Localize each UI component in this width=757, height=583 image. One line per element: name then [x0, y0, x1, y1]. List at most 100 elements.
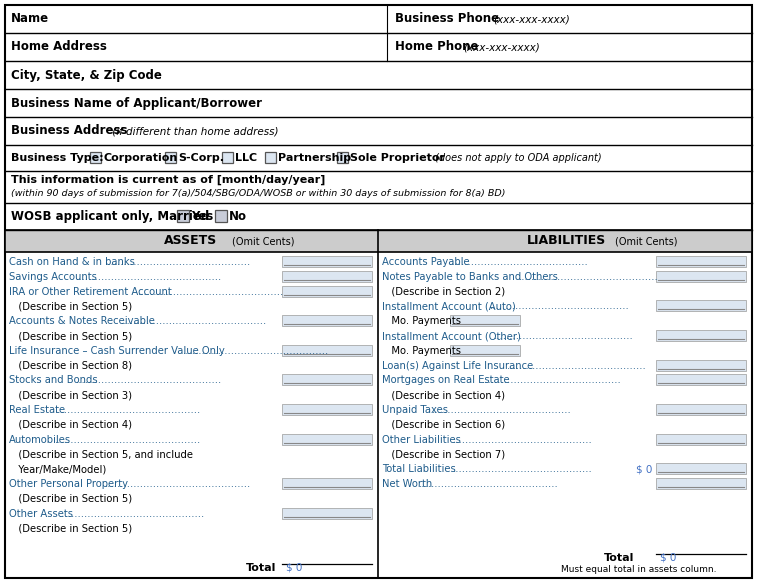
Text: ...........................................: ........................................… — [431, 405, 572, 415]
Text: Partnership: Partnership — [278, 153, 351, 163]
Bar — [165, 152, 176, 163]
Text: .............................................: ........................................… — [183, 346, 329, 356]
Bar — [656, 374, 746, 385]
Text: Other Liabilities: Other Liabilities — [382, 434, 461, 445]
Text: Other Personal Property: Other Personal Property — [9, 479, 128, 489]
Text: ...........................................: ........................................… — [481, 375, 621, 385]
Text: ...........................................: ........................................… — [419, 479, 559, 489]
Text: Home Address: Home Address — [11, 40, 107, 54]
Text: Other Assets: Other Assets — [9, 508, 73, 519]
Text: .............................................: ........................................… — [59, 508, 205, 519]
Bar — [656, 434, 746, 445]
Text: ...........................................: ........................................… — [490, 301, 630, 311]
Text: Business Address: Business Address — [11, 125, 127, 138]
Text: (Describe in Section 8): (Describe in Section 8) — [9, 361, 132, 371]
Text: ...........................................: ........................................… — [494, 331, 634, 341]
Text: Business Type:: Business Type: — [11, 153, 104, 163]
Text: IRA or Other Retirement Account: IRA or Other Retirement Account — [9, 287, 172, 297]
Text: .............................................: ........................................… — [55, 434, 201, 445]
Text: (Omit Cents): (Omit Cents) — [232, 236, 294, 246]
Text: (Describe in Section 5): (Describe in Section 5) — [9, 494, 132, 504]
Text: .............................................: ........................................… — [55, 405, 201, 415]
Text: (within 90 days of submission for 7(a)/504/SBG/ODA/WOSB or within 30 days of sub: (within 90 days of submission for 7(a)/5… — [11, 189, 506, 198]
Text: (Omit Cents): (Omit Cents) — [615, 236, 678, 246]
Text: Installment Account (Auto): Installment Account (Auto) — [382, 301, 516, 311]
Text: Accounts & Notes Receivable: Accounts & Notes Receivable — [9, 316, 155, 326]
Text: Automobiles: Automobiles — [9, 434, 71, 445]
Text: LLC: LLC — [235, 153, 257, 163]
Bar — [282, 286, 372, 297]
Text: .............................................: ........................................… — [104, 257, 251, 267]
Text: Installment Account (Other): Installment Account (Other) — [382, 331, 521, 341]
Text: (Describe in Section 7): (Describe in Section 7) — [382, 449, 505, 459]
Bar — [656, 360, 746, 371]
Text: City, State, & Zip Code: City, State, & Zip Code — [11, 68, 162, 82]
Bar — [6, 6, 331, 32]
Text: Business Name of Applicant/Borrower: Business Name of Applicant/Borrower — [11, 97, 262, 110]
Bar — [282, 404, 372, 415]
Bar — [282, 434, 372, 445]
Text: (Describe in Section 4): (Describe in Section 4) — [382, 390, 505, 400]
Bar — [222, 152, 233, 163]
Bar — [656, 478, 746, 489]
Text: (Describe in Section 5): (Describe in Section 5) — [9, 331, 132, 341]
Bar — [282, 374, 372, 385]
Text: Business Phone: Business Phone — [395, 12, 499, 26]
Text: Accounts Payable: Accounts Payable — [382, 257, 469, 267]
Text: Name: Name — [11, 12, 49, 26]
Text: (Describe in Section 4): (Describe in Section 4) — [9, 420, 132, 430]
Text: .............................................: ........................................… — [76, 375, 222, 385]
Text: $ 0: $ 0 — [636, 464, 653, 474]
Text: (does not apply to ODA applicant): (does not apply to ODA applicant) — [432, 153, 602, 163]
Bar — [6, 62, 496, 88]
Text: Stocks and Bonds: Stocks and Bonds — [9, 375, 98, 385]
Text: Corporation: Corporation — [103, 153, 177, 163]
Text: $ 0: $ 0 — [660, 553, 676, 563]
Text: Real Estate: Real Estate — [9, 405, 65, 415]
Bar — [282, 256, 372, 267]
Text: .............................................: ........................................… — [121, 316, 267, 326]
Text: Loan(s) Against Life Insurance: Loan(s) Against Life Insurance — [382, 361, 533, 371]
Bar — [656, 404, 746, 415]
Text: S-Corp.: S-Corp. — [178, 153, 224, 163]
Text: Mortgages on Real Estate: Mortgages on Real Estate — [382, 375, 509, 385]
Text: ...........................................: ........................................… — [506, 361, 646, 371]
Bar — [6, 172, 351, 188]
Text: ...........................................: ........................................… — [519, 272, 659, 282]
Text: Sole Proprietor: Sole Proprietor — [350, 153, 445, 163]
Text: .............................................: ........................................… — [104, 479, 251, 489]
Text: .............................................: ........................................… — [138, 287, 284, 297]
Text: Must equal total in assets column.: Must equal total in assets column. — [561, 565, 716, 574]
Bar — [265, 152, 276, 163]
Bar — [656, 256, 746, 267]
Bar — [282, 345, 372, 356]
Text: Net Worth: Net Worth — [382, 479, 432, 489]
Bar — [177, 210, 189, 222]
Bar — [215, 210, 227, 222]
Text: (Describe in Section 5): (Describe in Section 5) — [9, 524, 132, 533]
Bar — [337, 152, 348, 163]
Text: Mo. Payments: Mo. Payments — [382, 346, 461, 356]
Text: (xxx-xxx-xxxx): (xxx-xxx-xxxx) — [493, 14, 570, 24]
Bar — [656, 300, 746, 311]
Text: LIABILITIES: LIABILITIES — [527, 234, 606, 248]
Bar — [656, 271, 746, 282]
Bar — [282, 315, 372, 326]
Text: ...........................................: ........................................… — [453, 434, 592, 445]
Text: .............................................: ........................................… — [76, 272, 222, 282]
Bar — [5, 230, 752, 252]
Bar — [656, 463, 746, 474]
Bar — [450, 315, 520, 326]
Text: Home Phone: Home Phone — [395, 40, 478, 54]
Text: (Describe in Section 5): (Describe in Section 5) — [9, 301, 132, 311]
Text: ...........................................: ........................................… — [453, 464, 592, 474]
Text: Cash on Hand & in banks: Cash on Hand & in banks — [9, 257, 135, 267]
Bar — [6, 118, 396, 144]
Text: Total Liabilities: Total Liabilities — [382, 464, 456, 474]
Text: (Describe in Section 3): (Describe in Section 3) — [9, 390, 132, 400]
Text: (Describe in Section 2): (Describe in Section 2) — [382, 287, 505, 297]
Text: Savings Accounts: Savings Accounts — [9, 272, 97, 282]
Bar — [282, 508, 372, 519]
Text: (Describe in Section 5, and include: (Describe in Section 5, and include — [9, 449, 193, 459]
Text: Total: Total — [604, 553, 634, 563]
